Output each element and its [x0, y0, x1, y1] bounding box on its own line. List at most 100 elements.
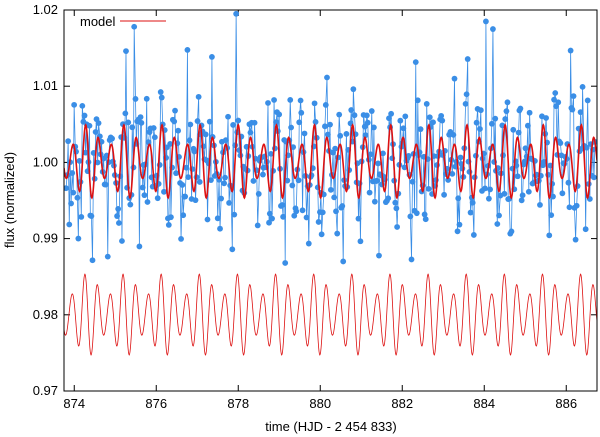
- data-point: [175, 127, 182, 134]
- data-point: [161, 188, 167, 195]
- data-point: [327, 121, 333, 128]
- data-point: [548, 212, 555, 219]
- data-point: [279, 202, 286, 208]
- data-point: [171, 118, 178, 125]
- data-point: [584, 97, 591, 104]
- data-point: [139, 184, 146, 191]
- data-point: [191, 148, 198, 155]
- data-point: [412, 59, 419, 66]
- data-point: [235, 117, 242, 124]
- data-point: [297, 97, 304, 104]
- data-point: [71, 101, 78, 108]
- data-point: [225, 113, 231, 120]
- data-point: [276, 111, 283, 118]
- data-point: [521, 158, 528, 165]
- data-point: [363, 112, 370, 119]
- data-point: [577, 109, 584, 116]
- data-point: [144, 199, 151, 205]
- data-point: [397, 117, 404, 124]
- data-point: [348, 107, 355, 113]
- data-point: [337, 132, 344, 139]
- data-point: [86, 122, 93, 129]
- data-point: [526, 109, 533, 116]
- data-point: [287, 97, 294, 103]
- data-point: [268, 150, 274, 157]
- data-point: [233, 10, 240, 17]
- x-tick-label: 876: [145, 396, 167, 411]
- data-point: [209, 54, 215, 60]
- data-point: [483, 18, 489, 25]
- data-point: [392, 199, 399, 206]
- data-point: [180, 212, 187, 219]
- data-point: [250, 178, 257, 184]
- data-point: [68, 200, 74, 207]
- data-point: [151, 134, 158, 141]
- y-tick-label: 0.97: [33, 383, 58, 398]
- data-point: [94, 159, 101, 166]
- data-point: [487, 186, 493, 193]
- data-point: [206, 118, 213, 125]
- data-point: [421, 211, 428, 218]
- legend: model: [80, 14, 166, 29]
- data-point: [401, 164, 408, 171]
- data-point: [295, 177, 302, 184]
- data-point: [417, 126, 424, 133]
- data-point: [119, 238, 125, 244]
- data-point: [145, 139, 152, 146]
- data-point: [138, 119, 145, 126]
- y-axis-label: flux (normalized): [2, 152, 17, 248]
- data-point: [408, 256, 415, 263]
- data-point: [402, 113, 409, 120]
- data-point: [158, 94, 165, 101]
- data-point: [125, 119, 132, 126]
- data-point: [82, 149, 89, 156]
- data-point: [324, 131, 331, 138]
- data-point: [569, 106, 576, 113]
- data-point: [178, 236, 184, 242]
- data-point: [218, 195, 225, 202]
- data-point: [368, 108, 375, 114]
- data-point: [371, 198, 378, 205]
- data-point: [184, 47, 191, 53]
- data-point: [284, 177, 291, 184]
- data-point: [430, 119, 436, 126]
- data-point: [350, 86, 357, 93]
- data-point: [70, 189, 77, 196]
- data-point: [333, 208, 339, 215]
- data-point: [217, 225, 223, 232]
- data-point: [266, 210, 273, 217]
- data-point: [122, 110, 129, 117]
- data-point: [557, 140, 564, 146]
- data-point: [566, 204, 573, 211]
- data-point: [492, 115, 499, 122]
- data-point: [482, 185, 488, 192]
- data-point: [137, 114, 144, 120]
- data-point: [324, 74, 330, 81]
- data-point: [251, 119, 258, 126]
- data-point: [504, 99, 511, 106]
- data-point: [280, 213, 287, 220]
- data-point: [231, 211, 238, 218]
- data-point: [567, 47, 574, 54]
- data-point: [185, 174, 192, 181]
- data-point: [551, 96, 557, 103]
- data-point: [462, 100, 469, 107]
- data-point: [187, 121, 194, 128]
- data-point: [141, 192, 148, 199]
- data-point: [494, 221, 501, 227]
- data-point: [422, 216, 429, 223]
- data-point: [230, 122, 237, 128]
- data-point: [305, 240, 312, 247]
- y-tick-label: 0.98: [33, 307, 58, 322]
- data-point: [570, 93, 577, 100]
- data-point: [380, 150, 386, 157]
- data-point: [459, 165, 466, 172]
- data-point: [222, 174, 228, 181]
- data-point: [290, 144, 297, 151]
- model-line: [64, 123, 597, 200]
- data-point: [400, 125, 407, 132]
- data-point: [229, 246, 236, 253]
- data-point: [373, 177, 380, 184]
- data-point: [165, 222, 172, 228]
- data-point: [221, 180, 228, 187]
